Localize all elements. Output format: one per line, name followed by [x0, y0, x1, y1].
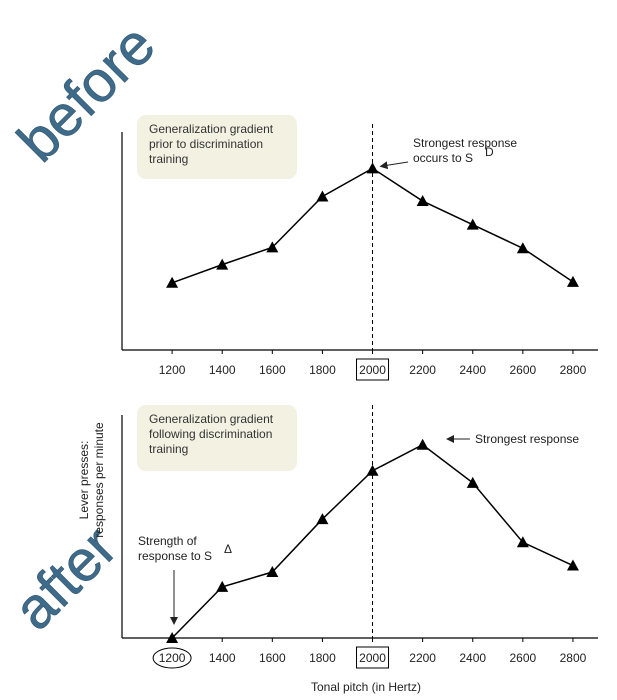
highlighted-tick-box — [356, 646, 390, 669]
delta-response-annotation-line-2: response to S — [138, 549, 212, 563]
data-point — [166, 276, 179, 288]
data-point — [516, 536, 529, 548]
x-tick-label: 2400 — [459, 363, 486, 377]
delta-response-annotation-line-1: Strength of — [138, 534, 197, 548]
superscript-delta: Δ — [224, 542, 232, 556]
note-line: Generalization gradient — [149, 412, 274, 426]
superscript-d: D — [485, 145, 494, 159]
data-point — [366, 464, 379, 476]
strongest-response-annotation: Strongest response — [475, 432, 579, 446]
data-point — [166, 632, 179, 643]
x-tick-label: 2000 — [359, 363, 386, 377]
x-tick-label: 2400 — [459, 651, 486, 665]
data-point — [266, 241, 279, 253]
bottom-chart-panel: 1200 1400 1600 1800 2000 2200 2400 2600 2800 Gene… — [121, 405, 598, 694]
x-tick-label: 2800 — [560, 651, 587, 665]
data-point — [216, 258, 229, 270]
note-line: Generalization gradient — [149, 122, 274, 136]
note-line: following discrimination — [149, 427, 272, 441]
y-axis-label-line-2: responses per minute — [92, 422, 106, 538]
annotation-note-box — [137, 405, 297, 471]
annotation-note-box — [137, 115, 297, 179]
data-point — [566, 559, 579, 571]
x-tick-label: 1600 — [259, 651, 286, 665]
data-point — [316, 190, 329, 202]
shared-y-axis-label: Lever presses: responses per minute — [77, 422, 106, 538]
x-tick-label: 1400 — [209, 363, 236, 377]
x-tick-label: 2200 — [409, 363, 436, 377]
note-line: training — [149, 442, 188, 456]
y-axis-label-line-1: Lever presses: — [77, 441, 91, 520]
x-tick-label: 2800 — [560, 363, 587, 377]
x-tick-label: 1200 — [159, 363, 186, 377]
data-point — [516, 242, 529, 254]
data-point — [416, 195, 429, 207]
strongest-response-annotation-line-1: Strongest response — [413, 136, 517, 150]
note-line: prior to discrimination — [149, 137, 263, 151]
x-tick-label: 1600 — [259, 363, 286, 377]
circled-tick-ellipse — [152, 647, 192, 669]
x-tick-label: 1800 — [309, 651, 336, 665]
x-tick-label: 2000 — [359, 651, 386, 665]
note-line: training — [149, 152, 188, 166]
x-tick-label: 2600 — [509, 651, 536, 665]
strongest-response-arrow — [379, 161, 409, 170]
data-point — [216, 580, 229, 592]
x-tick-label: 2600 — [509, 363, 536, 377]
top-chart-panel: 1200 1400 1600 1800 2000 2200 2400 2600 2800 Gene… — [121, 115, 598, 381]
x-tick-label: 1200 — [159, 651, 186, 665]
data-point — [566, 275, 579, 287]
x-tick-label: 1400 — [209, 651, 236, 665]
x-tick-label: 1800 — [309, 363, 336, 377]
strongest-response-annotation-line-2: occurs to S — [413, 151, 473, 165]
data-point — [366, 162, 379, 174]
data-point — [316, 513, 329, 525]
x-axis-title: Tonal pitch (in Hertz) — [311, 680, 421, 694]
after-overlay-label: after — [1, 514, 129, 642]
x-tick-label: 2200 — [409, 651, 436, 665]
data-point — [466, 218, 479, 230]
data-point — [466, 476, 479, 488]
data-point — [266, 566, 279, 578]
data-point — [416, 438, 429, 450]
highlighted-tick-box — [356, 358, 390, 381]
